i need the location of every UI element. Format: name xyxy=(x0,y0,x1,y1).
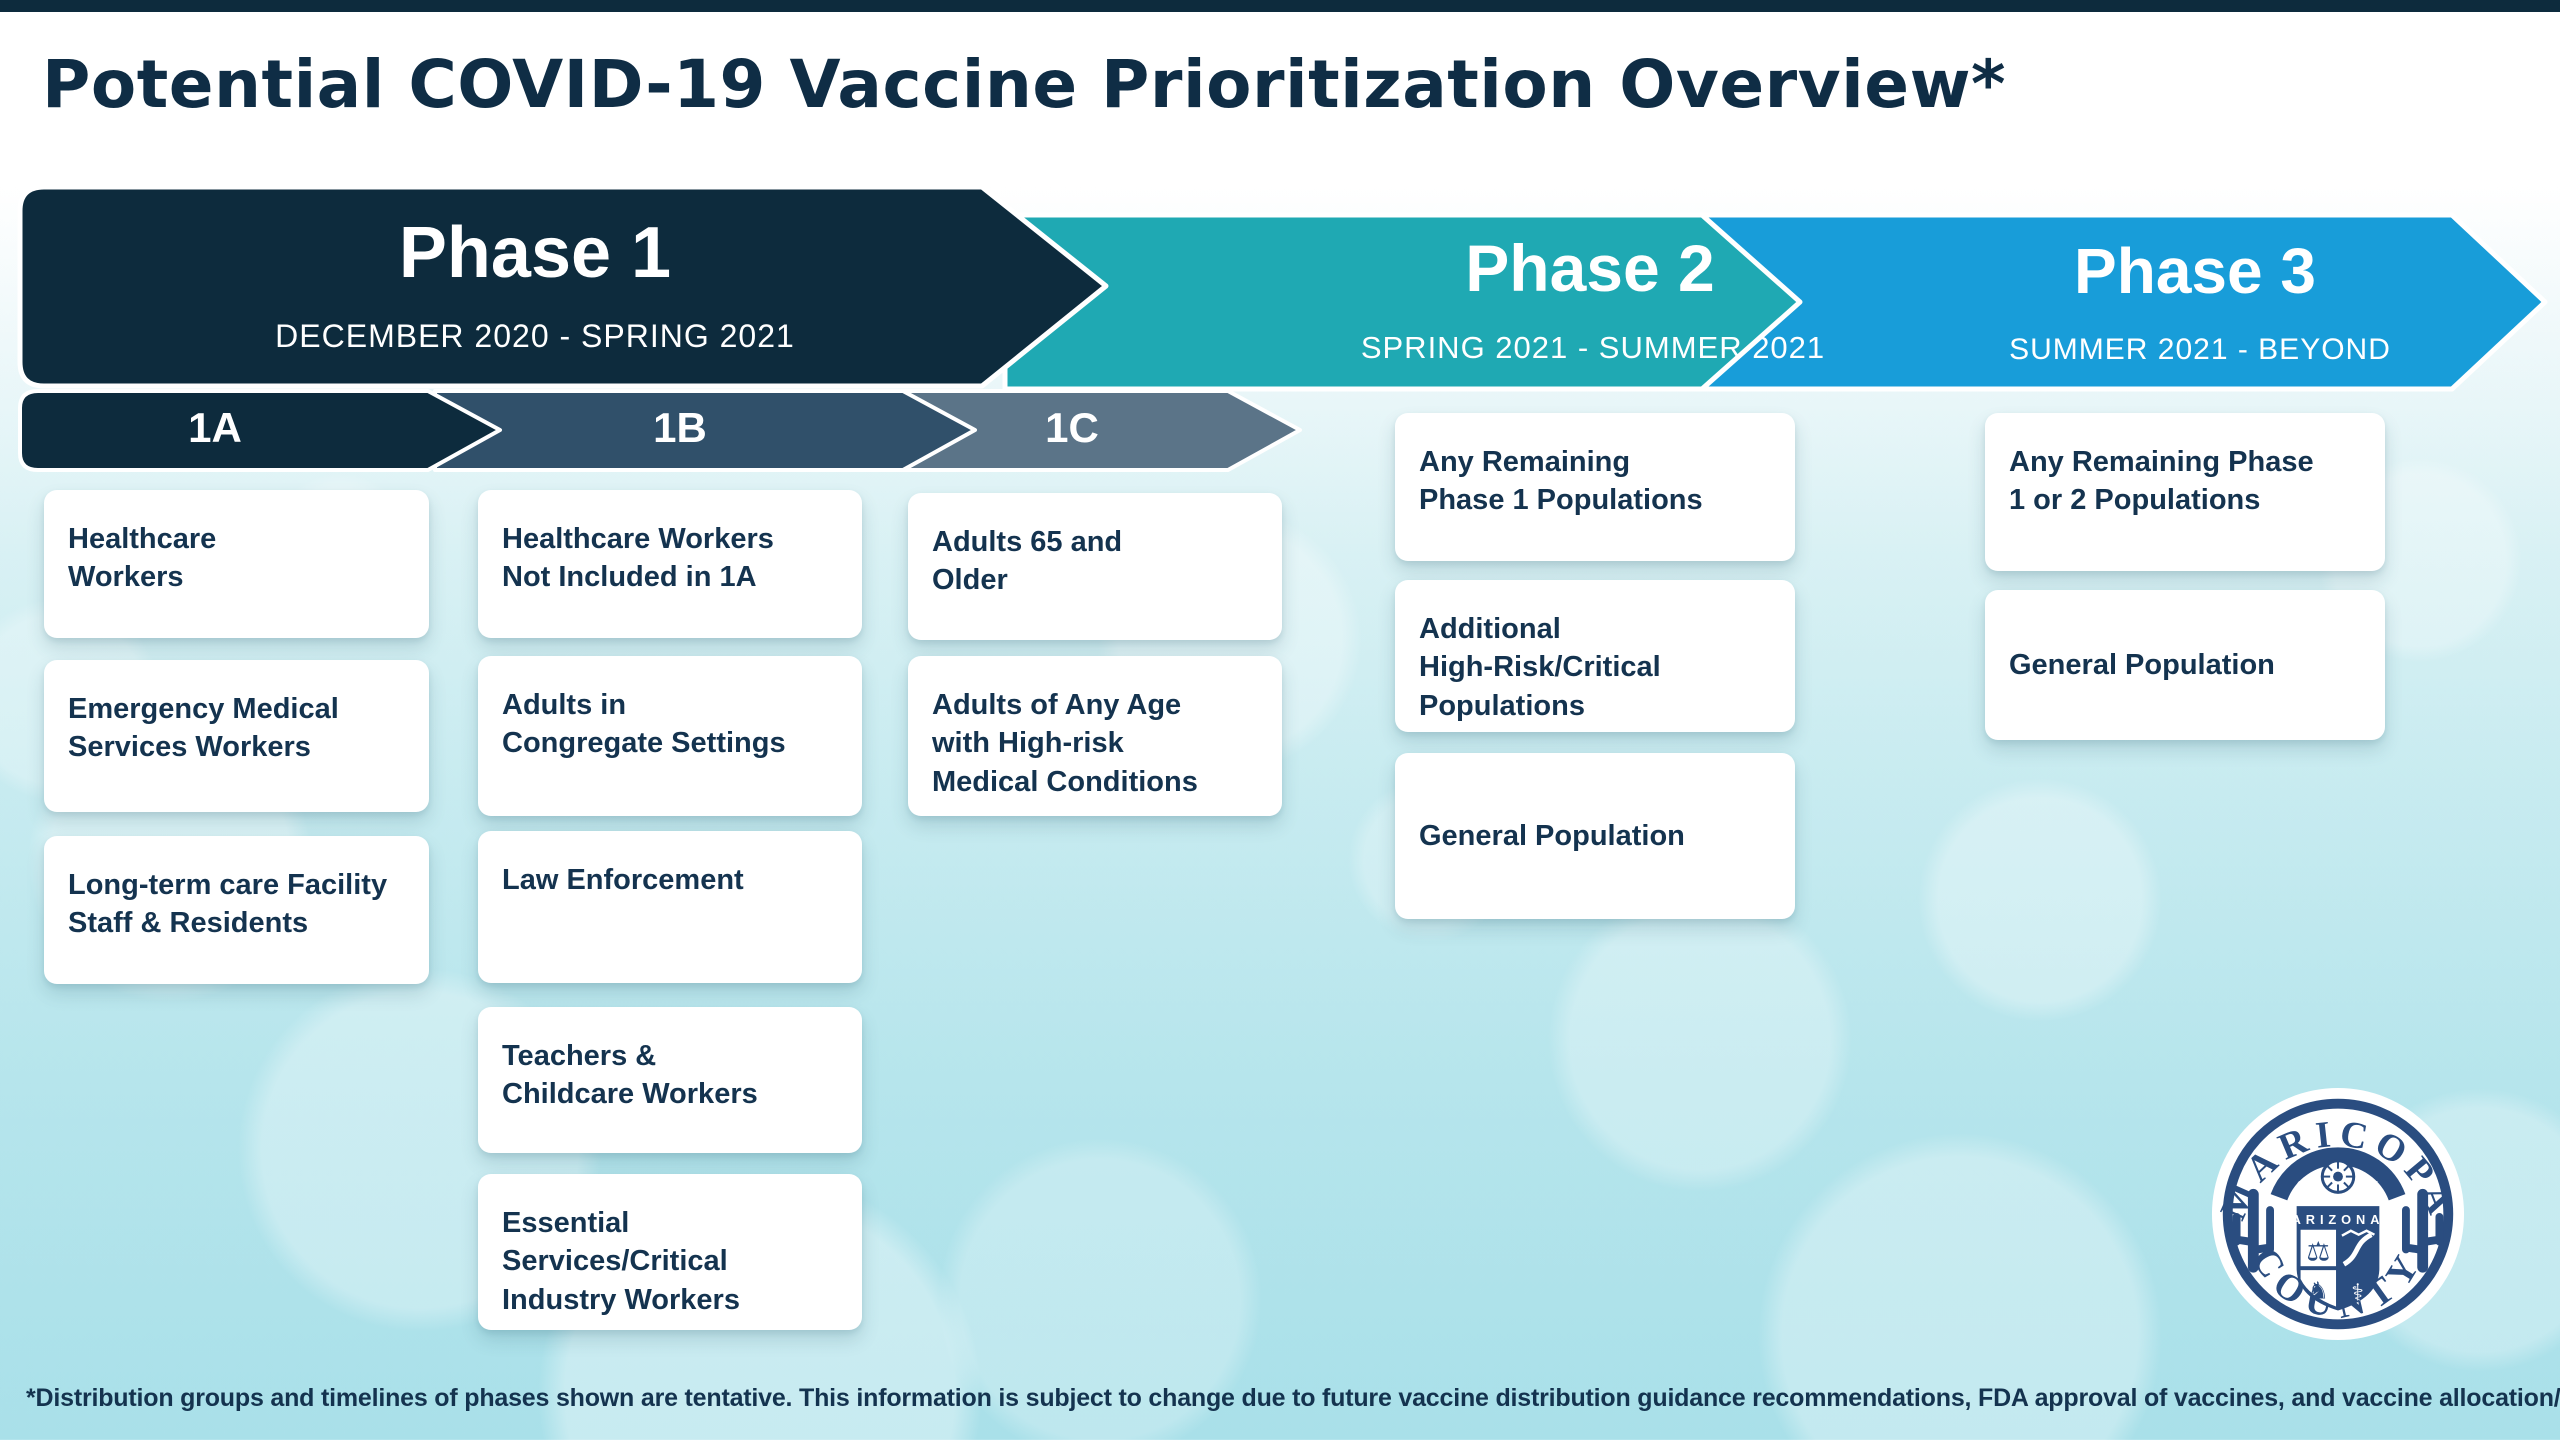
card-general-population-phase2: General Population xyxy=(1395,753,1795,919)
caduceus-icon: ⚕ xyxy=(2351,1279,2364,1307)
phase1-dates: DECEMBER 2020 - SPRING 2021 xyxy=(275,318,795,354)
card-text: Adults in Congregate Settings xyxy=(502,689,786,760)
saguaro-cactus-left-icon xyxy=(2232,1188,2274,1273)
seal-year-right: 71 xyxy=(2363,1175,2381,1194)
card-long-term-care-facility: Long-term care Facility Staff & Resident… xyxy=(44,836,429,984)
card-healthcare-workers-not-in-1a: Healthcare Workers Not Included in 1A xyxy=(478,490,862,638)
card-text: Healthcare Workers xyxy=(68,523,217,594)
phase3-dates: SUMMER 2021 - BEYOND xyxy=(2009,333,2391,366)
card-text: Adults 65 and Older xyxy=(932,526,1123,597)
scales-of-justice-icon: ⚖ xyxy=(2306,1236,2330,1267)
card-text: Additional High-Risk/Critical Population… xyxy=(1419,613,1661,722)
card-text: Emergency Medical Services Workers xyxy=(68,693,339,764)
maricopa-county-seal-logo: MARICOPA COUNTY 18 71 ARIZONA ⚖ ♞ ⚕ xyxy=(2211,1087,2465,1341)
card-adults-high-risk-conditions: Adults of Any Age with High-risk Medical… xyxy=(908,656,1282,816)
saguaro-cactus-right-icon xyxy=(2402,1188,2444,1273)
card-text: Any Remaining Phase 1 Populations xyxy=(1419,446,1703,517)
card-adults-congregate-settings: Adults in Congregate Settings xyxy=(478,656,862,816)
card-healthcare-workers: Healthcare Workers xyxy=(44,490,429,638)
footnote: *Distribution groups and timelines of ph… xyxy=(26,1384,2560,1412)
subphase-1a-label: 1A xyxy=(188,404,242,451)
phase2-title: Phase 2 xyxy=(1465,231,1715,305)
card-text: Any Remaining Phase 1 or 2 Populations xyxy=(2009,446,2314,517)
page-title: Potential COVID-19 Vaccine Prioritizatio… xyxy=(42,46,2007,123)
card-any-remaining-phase1-or-2: Any Remaining Phase 1 or 2 Populations xyxy=(1985,413,2385,571)
phase3-title: Phase 3 xyxy=(2074,235,2316,307)
road-icon xyxy=(2341,1229,2375,1267)
seal-shield: ARIZONA ⚖ ♞ ⚕ xyxy=(2292,1206,2385,1311)
card-text: Teachers & Childcare Workers xyxy=(502,1040,758,1111)
subphase-1b-label: 1B xyxy=(653,404,707,451)
card-text: Long-term care Facility Staff & Resident… xyxy=(68,869,388,940)
seal-year-ribbon xyxy=(2270,1147,2406,1201)
card-emergency-medical-services-workers: Emergency Medical Services Workers xyxy=(44,660,429,812)
seal-state-text: ARIZONA xyxy=(2292,1212,2385,1227)
seal-year-left: 18 xyxy=(2295,1175,2313,1194)
top-accent-bar xyxy=(0,0,2560,12)
card-text: Adults of Any Age with High-risk Medical… xyxy=(932,689,1198,798)
seal-rosette-icon xyxy=(2320,1159,2356,1194)
subphase-1c-label: 1C xyxy=(1045,404,1099,451)
card-text: Essential Services/Critical Industry Wor… xyxy=(502,1207,740,1316)
card-adults-65-older: Adults 65 and Older xyxy=(908,493,1282,640)
card-additional-high-risk-critical: Additional High-Risk/Critical Population… xyxy=(1395,580,1795,732)
card-text: General Population xyxy=(1419,819,1685,852)
phase2-dates: SPRING 2021 - SUMMER 2021 xyxy=(1360,330,1826,365)
card-law-enforcement: Law Enforcement xyxy=(478,831,862,983)
card-general-population-phase3: General Population xyxy=(1985,590,2385,740)
card-teachers-childcare: Teachers & Childcare Workers xyxy=(478,1007,862,1153)
card-any-remaining-phase1: Any Remaining Phase 1 Populations xyxy=(1395,413,1795,561)
card-essential-services-critical-industry: Essential Services/Critical Industry Wor… xyxy=(478,1174,862,1330)
horse-rider-icon: ♞ xyxy=(2308,1277,2329,1305)
card-text: Healthcare Workers Not Included in 1A xyxy=(502,523,774,594)
phase1-title: Phase 1 xyxy=(398,213,672,293)
card-text: Law Enforcement xyxy=(502,864,744,896)
card-text: General Population xyxy=(2009,648,2275,681)
